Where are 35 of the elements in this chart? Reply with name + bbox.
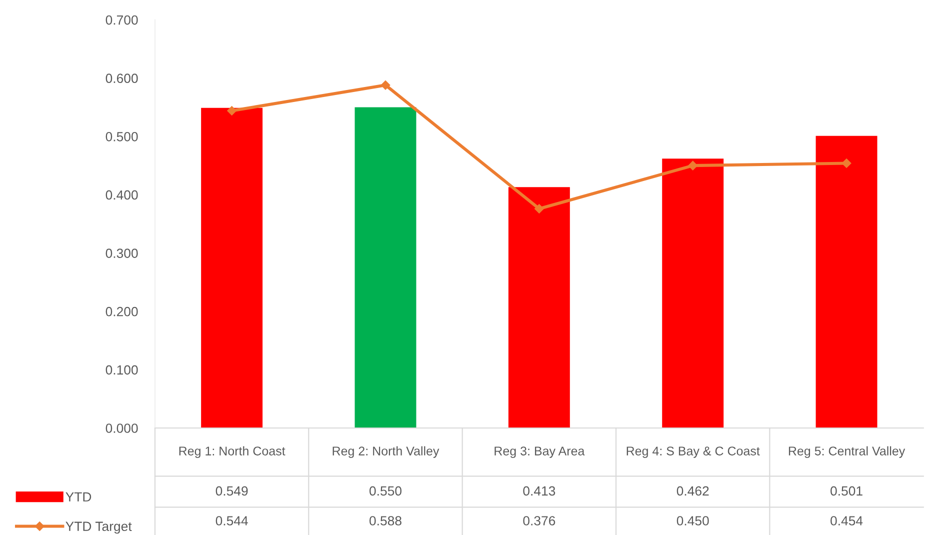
data-label: 0.376 — [523, 516, 556, 526]
data-label: 0.462 — [676, 486, 709, 496]
x-tick-label: Reg 5: Central Valley — [788, 446, 906, 458]
y-tick-label: 0.300 — [106, 248, 138, 258]
bar — [508, 187, 570, 428]
point — [227, 106, 236, 116]
data-label: 0.454 — [830, 516, 863, 526]
x-tick-label: Reg 4: S Bay & C Coast — [626, 446, 760, 458]
y-tick-label: 0.600 — [106, 74, 138, 84]
x-tick-label: Reg 1: North Coast — [179, 446, 286, 458]
legend-label: YTD Target — [66, 522, 132, 534]
bar — [354, 107, 416, 428]
y-tick-label: 0.700 — [106, 15, 138, 25]
data-label: 0.501 — [830, 486, 862, 496]
bar — [201, 108, 263, 428]
x-tick-label: Reg 2: North Valley — [332, 446, 440, 458]
x-tick-label: Reg 3: Bay Area — [494, 446, 585, 458]
bar — [816, 136, 878, 428]
point — [688, 160, 698, 170]
data-label: 0.588 — [370, 516, 402, 526]
y-tick-label: 0.000 — [106, 424, 138, 433]
point — [842, 158, 852, 168]
point — [380, 80, 390, 90]
data-label: 0.549 — [216, 486, 248, 496]
data-label: 0.450 — [676, 516, 709, 526]
bar — [662, 158, 724, 428]
y-tick-label: 0.500 — [106, 132, 138, 142]
data-label: 0.413 — [523, 486, 556, 496]
data-label: 0.544 — [216, 516, 248, 526]
y-tick-label: 0.200 — [106, 306, 138, 316]
point — [534, 204, 544, 214]
legend-label: YTD — [66, 492, 92, 502]
data-label: 0.550 — [370, 486, 402, 496]
y-tick-label: 0.400 — [106, 190, 138, 200]
y-tick-label: 0.100 — [106, 365, 138, 375]
